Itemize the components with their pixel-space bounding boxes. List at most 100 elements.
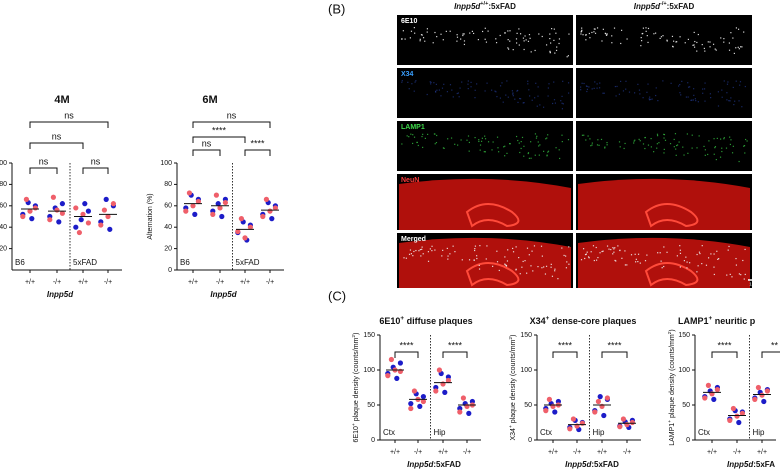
data-point <box>702 395 708 401</box>
stain <box>716 250 718 252</box>
stain <box>645 30 647 32</box>
stain <box>517 89 519 92</box>
stain <box>550 263 552 265</box>
text-part: X34 <box>530 316 546 326</box>
stain <box>696 271 698 273</box>
scale-bar-label: 1000 µm <box>749 282 767 287</box>
stain <box>426 93 428 96</box>
stain <box>519 151 521 154</box>
stain <box>472 32 475 35</box>
stain <box>413 250 415 253</box>
stain <box>679 249 681 251</box>
stain <box>614 247 616 249</box>
significance-bracket <box>394 351 419 358</box>
stain <box>745 138 747 141</box>
stain <box>584 253 587 256</box>
stain <box>422 133 424 135</box>
data-point <box>263 196 269 202</box>
stain <box>683 260 685 262</box>
stain <box>554 270 556 272</box>
stain <box>435 83 437 86</box>
stain <box>614 259 616 262</box>
stain <box>727 81 729 83</box>
stain <box>599 87 601 89</box>
stain <box>484 38 486 40</box>
stain <box>412 255 414 257</box>
data-point <box>56 219 62 225</box>
data-point <box>73 205 79 211</box>
text-part: neuritic p <box>712 316 756 326</box>
group-label: Hip <box>753 428 766 437</box>
stain <box>594 81 596 83</box>
row-label: 6E10 <box>401 18 417 25</box>
stain <box>478 264 480 266</box>
stain <box>413 27 415 29</box>
stain <box>499 85 502 87</box>
stain <box>421 135 423 138</box>
stain <box>673 40 675 42</box>
stain <box>478 139 480 141</box>
stain <box>656 135 659 137</box>
stain <box>633 140 635 142</box>
stain <box>738 273 741 275</box>
stain <box>580 86 582 88</box>
stain <box>523 40 525 42</box>
y-tick-label: 0 <box>528 437 532 444</box>
data-point <box>411 388 417 394</box>
stain <box>408 136 410 138</box>
x-tick-label: -/+ <box>53 279 61 286</box>
data-point <box>272 205 278 211</box>
stain <box>531 99 533 101</box>
stain <box>495 38 497 40</box>
stain <box>527 152 530 154</box>
data-point <box>105 213 111 220</box>
stain <box>496 261 499 263</box>
text-part: -/+ <box>660 1 667 7</box>
stain <box>421 246 423 248</box>
stain <box>446 91 449 93</box>
stain <box>741 106 743 108</box>
stain <box>735 264 738 266</box>
significance-bracket <box>761 351 780 358</box>
data-point <box>445 377 451 384</box>
stain <box>506 260 509 262</box>
stain <box>617 245 619 247</box>
stain <box>666 40 668 42</box>
stain <box>587 256 590 258</box>
stain <box>499 34 501 37</box>
stain <box>686 261 688 263</box>
group-label: 5xFAD <box>236 258 260 267</box>
stain <box>714 146 717 148</box>
stain <box>487 30 489 32</box>
stain <box>558 42 560 45</box>
stain <box>498 269 500 272</box>
stain <box>719 156 722 158</box>
data-point <box>195 198 201 205</box>
text-part: 6M <box>202 94 217 106</box>
stain <box>641 33 643 35</box>
stain <box>434 249 436 251</box>
stain <box>484 90 486 92</box>
data-point <box>397 360 403 366</box>
stain <box>567 55 569 57</box>
text-part: ) <box>669 329 676 331</box>
stain <box>663 246 665 248</box>
stain <box>414 32 416 34</box>
data-point <box>552 409 558 415</box>
stain <box>479 149 481 151</box>
significance-label: **** <box>607 340 622 350</box>
group-label: B6 <box>180 258 190 267</box>
stain <box>592 245 595 247</box>
data-point <box>82 201 88 207</box>
stain <box>676 255 678 257</box>
stain <box>471 30 474 32</box>
stain <box>725 147 728 149</box>
data-point <box>597 394 603 400</box>
stain <box>530 157 532 159</box>
stain <box>527 152 529 155</box>
stain <box>502 101 504 103</box>
stain <box>717 91 719 93</box>
significance-bracket <box>29 142 84 149</box>
stain <box>707 257 710 259</box>
stain <box>567 82 570 84</box>
